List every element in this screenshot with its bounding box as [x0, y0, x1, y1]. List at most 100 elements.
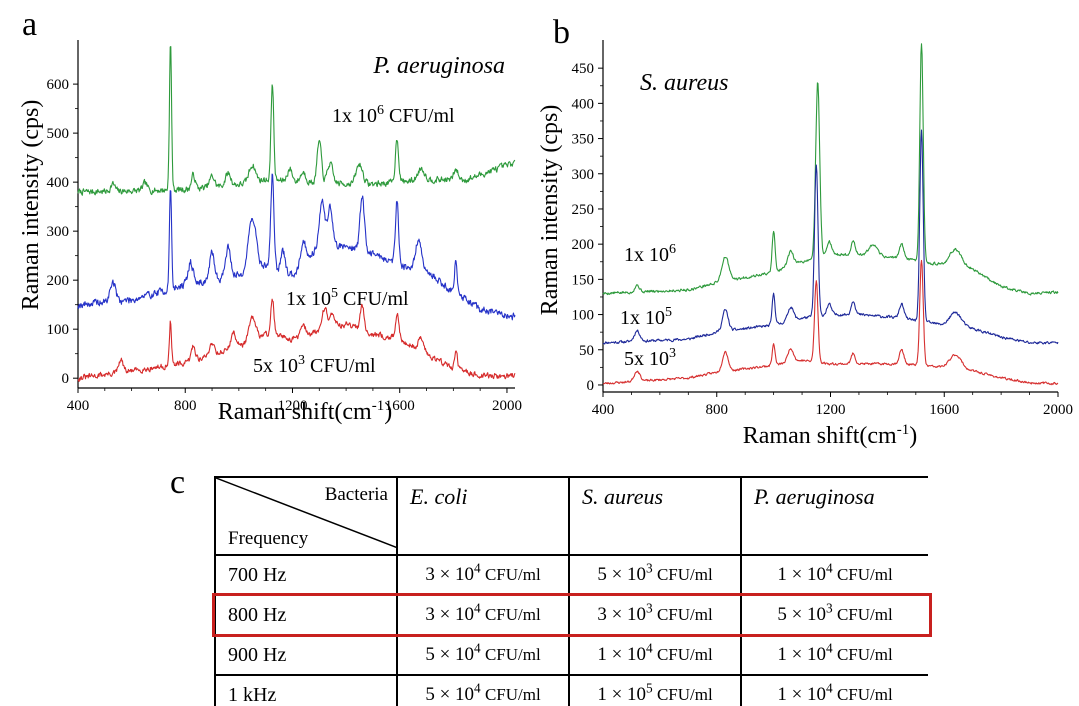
series-label-base: 1x 10	[332, 105, 377, 127]
series-label-2: 5x 103	[624, 346, 676, 370]
detection-limit-cell: 3 × 103 CFU/ml	[568, 594, 742, 636]
times-sign: ×	[606, 604, 628, 625]
x-tick-label: 400	[67, 398, 90, 414]
mantissa: 3	[425, 604, 435, 625]
series-label-base: 1x 10	[624, 244, 669, 266]
table-row: 700 Hz 3 × 104 CFU/ml 5 × 103 CFU/ml 1 × 10…	[214, 554, 928, 596]
x-axis-label-sup: -1	[372, 398, 385, 414]
mantissa: 5	[425, 684, 435, 705]
x-tick-label: 800	[706, 402, 729, 418]
series-label-unit: CFU/ml	[305, 355, 376, 377]
chart-title: P. aeruginosa	[372, 53, 505, 79]
y-tick-label: 200	[47, 273, 70, 289]
mantissa: 3	[425, 564, 435, 585]
x-tick-label: 2000	[492, 398, 522, 414]
series-label-base: 5x 10	[253, 355, 298, 377]
base-ten: 10	[807, 644, 827, 665]
exponent: 4	[826, 560, 833, 576]
base-ten: 10	[807, 564, 827, 585]
column-header: E. coli	[396, 476, 570, 556]
x-axis-label: Raman shift(cm-1)	[218, 398, 392, 425]
unit: CFU/ml	[652, 685, 713, 704]
table-row: 900 Hz 5 × 104 CFU/ml 1 × 104 CFU/ml 1 × 10…	[214, 634, 928, 676]
unit: CFU/ml	[652, 605, 713, 624]
series-label-exponent: 6	[377, 103, 384, 118]
x-tick-label: 1200	[277, 398, 307, 414]
frequency-cell: 800 Hz	[214, 594, 398, 636]
times-sign: ×	[434, 644, 456, 665]
base-ten: 10	[627, 644, 647, 665]
detection-limit-cell: 1 × 104 CFU/ml	[568, 634, 742, 676]
frequency-cell: 700 Hz	[214, 554, 398, 596]
mantissa: 1	[597, 644, 607, 665]
spectrum-line-1	[77, 173, 516, 321]
unit: CFU/ml	[832, 645, 893, 664]
detection-limit-table: Bacteria Frequency E. coli S. aureus P. aeru…	[214, 476, 928, 706]
y-tick-label: 400	[572, 96, 595, 112]
y-tick-label: 250	[572, 202, 595, 218]
x-axis-label-sup: -1	[897, 422, 910, 438]
detection-limit-cell: 5 × 103 CFU/ml	[740, 594, 928, 636]
y-tick-label: 200	[572, 237, 595, 253]
header-bacteria-label: Bacteria	[324, 484, 388, 505]
times-sign: ×	[434, 604, 456, 625]
header-corner-cell: Bacteria Frequency	[214, 476, 398, 556]
detection-limit-cell: 1 × 104 CFU/ml	[740, 634, 928, 676]
series-label-base: 1x 10	[286, 288, 331, 310]
x-axis-label-tail: )	[909, 423, 917, 449]
mantissa: 1	[777, 684, 787, 705]
exponent: 4	[474, 600, 481, 616]
exponent: 4	[474, 680, 481, 696]
y-tick-label: 300	[572, 167, 595, 183]
exponent: 4	[646, 640, 653, 656]
table-row: 800 Hz 3 × 104 CFU/ml 3 × 103 CFU/ml 5 × 10…	[214, 594, 928, 636]
detection-limit-cell: 1 × 105 CFU/ml	[568, 674, 742, 706]
detection-limit-cell: 5 × 103 CFU/ml	[568, 554, 742, 596]
x-axis-label-base: Raman shift(cm	[743, 423, 897, 449]
header-frequency-label: Frequency	[228, 528, 309, 549]
x-tick-label: 1600	[929, 402, 959, 418]
unit: CFU/ml	[480, 565, 541, 584]
y-tick-label: 150	[572, 272, 595, 288]
detection-limit-cell: 5 × 104 CFU/ml	[396, 634, 570, 676]
spectrum-line-1	[602, 129, 1059, 345]
unit: CFU/ml	[480, 685, 541, 704]
y-axis-label: Raman intensity (cps)	[18, 100, 44, 311]
series-label-exponent: 3	[298, 353, 305, 368]
mantissa: 5	[425, 644, 435, 665]
x-axis-label: Raman shift(cm-1)	[743, 422, 917, 449]
times-sign: ×	[786, 684, 808, 705]
times-sign: ×	[786, 564, 808, 585]
series-label-exponent: 5	[665, 305, 672, 320]
detection-limit-cell: 5 × 104 CFU/ml	[396, 674, 570, 706]
series-label-2: 5x 103 CFU/ml	[253, 353, 376, 377]
exponent: 3	[646, 560, 653, 576]
x-tick-label: 1200	[816, 402, 846, 418]
table-row: 1 kHz 5 × 104 CFU/ml 1 × 105 CFU/ml 1 × 104…	[214, 674, 928, 706]
times-sign: ×	[606, 684, 628, 705]
detection-limit-cell: 1 × 104 CFU/ml	[740, 554, 928, 596]
exponent: 4	[474, 560, 481, 576]
exponent: 3	[646, 600, 653, 616]
base-ten: 10	[627, 564, 647, 585]
series-label-1: 1x 105 CFU/ml	[286, 286, 409, 310]
times-sign: ×	[786, 604, 808, 625]
base-ten: 10	[455, 564, 475, 585]
unit: CFU/ml	[832, 685, 893, 704]
y-tick-label: 300	[47, 224, 70, 240]
series-label-unit: CFU/ml	[338, 288, 409, 310]
base-ten: 10	[455, 644, 475, 665]
detection-limit-cell: 3 × 104 CFU/ml	[396, 594, 570, 636]
series-label-1: 1x 105	[620, 305, 672, 329]
series-label-exponent: 3	[669, 346, 676, 361]
exponent: 3	[826, 600, 833, 616]
unit: CFU/ml	[480, 605, 541, 624]
chart-title: S. aureus	[640, 70, 728, 96]
times-sign: ×	[434, 564, 456, 585]
mantissa: 3	[597, 604, 607, 625]
y-tick-label: 100	[47, 322, 70, 338]
y-tick-label: 0	[587, 378, 595, 394]
x-tick-label: 800	[174, 398, 197, 414]
